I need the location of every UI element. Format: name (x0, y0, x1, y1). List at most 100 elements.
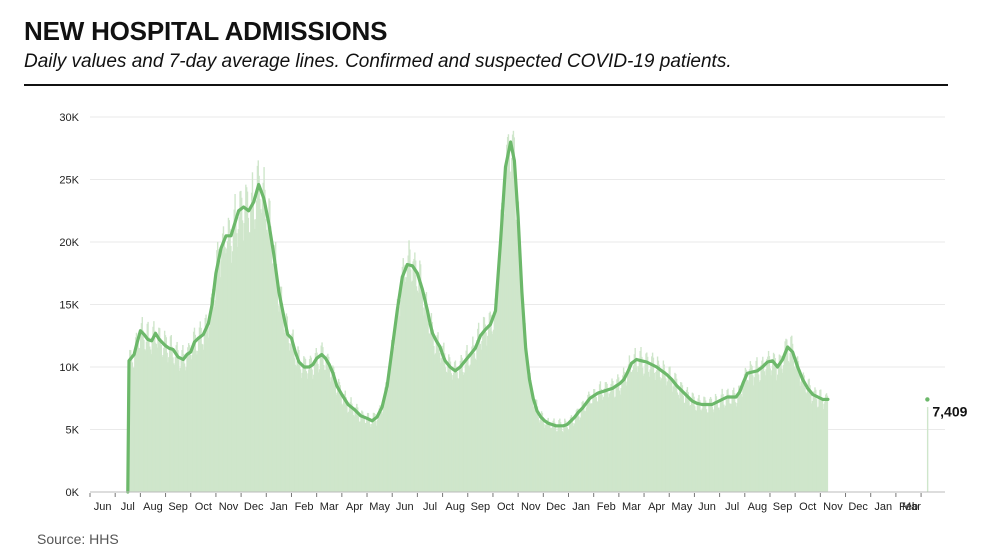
daily-value-bar (410, 282, 413, 492)
daily-value-bar (678, 398, 680, 492)
daily-value-bar (468, 367, 471, 492)
daily-value-bar (189, 354, 192, 492)
daily-value-bar (398, 306, 400, 492)
daily-value-bar (329, 381, 332, 492)
x-tick-label: Nov (521, 501, 541, 513)
daily-value-bar (499, 250, 501, 492)
daily-value-bar (736, 403, 738, 492)
daily-value-bar (298, 361, 301, 492)
daily-value-bar (489, 311, 491, 492)
daily-value-bar (457, 378, 459, 492)
daily-value-bar (704, 400, 707, 492)
daily-value-bar (646, 356, 649, 492)
daily-value-bar (344, 390, 346, 492)
x-tick-label: Jul (725, 501, 739, 513)
daily-value-bar (472, 345, 475, 492)
daily-value-bar (685, 396, 687, 492)
daily-value-bar (786, 339, 788, 492)
daily-value-bar (664, 370, 666, 492)
daily-value-bar (327, 353, 329, 492)
daily-value-bar (713, 412, 715, 492)
daily-value-bar (370, 427, 372, 492)
daily-value-bar (337, 385, 339, 492)
daily-value-bar (201, 343, 203, 492)
daily-value-bar (192, 331, 195, 492)
daily-value-bar (279, 291, 281, 492)
daily-value-bar (356, 407, 359, 492)
daily-value-bar (559, 422, 562, 492)
daily-value-bar (694, 406, 696, 492)
daily-value-bar (574, 416, 577, 492)
daily-value-bar (633, 354, 636, 492)
daily-value-bar (598, 391, 600, 492)
daily-value-bar (640, 347, 642, 492)
daily-value-bar (213, 307, 216, 492)
daily-value-bar (699, 400, 701, 492)
daily-value-bar (760, 365, 762, 492)
daily-value-bar (504, 188, 506, 493)
daily-value-bar (408, 240, 410, 492)
daily-value-bar (281, 302, 283, 492)
daily-value-bar (717, 407, 719, 492)
daily-value-bar (191, 355, 193, 492)
daily-value-bar (506, 144, 508, 492)
daily-value-bar (770, 375, 772, 492)
daily-value-bar (601, 394, 603, 492)
daily-value-bar (776, 380, 778, 492)
daily-value-bar (180, 358, 182, 492)
daily-value-bar (178, 370, 181, 492)
daily-value-bar (738, 385, 740, 492)
daily-value-bar (167, 362, 169, 492)
daily-value-bar (211, 293, 213, 492)
daily-value-bar (492, 329, 495, 492)
daily-value-bar (559, 418, 561, 492)
daily-value-bar (397, 296, 399, 492)
daily-value-bar (536, 406, 539, 492)
daily-value-bar (481, 341, 483, 492)
daily-value-bar (400, 286, 403, 492)
daily-value-bar (691, 392, 694, 492)
daily-value-bar (206, 324, 208, 492)
daily-value-bar (471, 346, 473, 492)
daily-value-bar (506, 137, 509, 492)
daily-value-bar (675, 378, 678, 492)
daily-value-bar (703, 396, 705, 492)
daily-value-bar (651, 356, 653, 492)
daily-value-bar (154, 342, 157, 492)
daily-value-bar (176, 341, 178, 492)
daily-value-bar (310, 357, 312, 492)
daily-value-bar (393, 346, 395, 492)
daily-value-bar (357, 416, 360, 492)
daily-value-bar (216, 250, 218, 492)
daily-value-bar (507, 134, 510, 492)
daily-value-bar (652, 357, 655, 492)
daily-value-bar (589, 403, 592, 492)
daily-value-bar (608, 393, 611, 492)
daily-value-bar (772, 359, 774, 492)
x-tick-label: Oct (799, 501, 816, 513)
daily-value-bar (348, 406, 351, 492)
daily-value-bar (238, 217, 240, 492)
daily-value-bar (690, 405, 692, 492)
daily-value-bar (132, 367, 134, 492)
latest-value-label: 7,409 (932, 403, 967, 419)
daily-value-bar (819, 389, 821, 492)
daily-value-bar (598, 384, 601, 492)
daily-value-bar (479, 343, 481, 492)
daily-value-bar (564, 418, 566, 492)
daily-value-bar (156, 347, 158, 492)
daily-value-bar (756, 357, 758, 492)
daily-value-bar (448, 357, 451, 492)
daily-value-bar (289, 350, 291, 492)
daily-value-bar (579, 417, 582, 492)
daily-value-bar (734, 402, 737, 492)
daily-value-bar (593, 389, 596, 492)
daily-value-bar (230, 245, 232, 492)
daily-value-bar (541, 412, 544, 492)
daily-value-bar (186, 352, 188, 492)
daily-value-bar (720, 394, 723, 492)
daily-value-bar (236, 233, 238, 492)
daily-value-bar (660, 380, 662, 492)
daily-value-bar (657, 360, 660, 492)
daily-value-bar (365, 422, 367, 492)
